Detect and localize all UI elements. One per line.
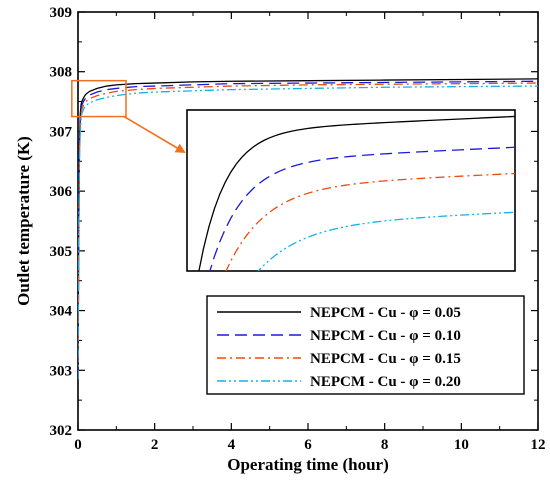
zoom-box xyxy=(71,79,127,118)
x-tick-label: 12 xyxy=(531,437,546,453)
x-tick-label: 6 xyxy=(304,437,312,453)
legend-label-4: NEPCM - Cu - φ = 0.20 xyxy=(310,374,461,390)
legend: NEPCM - Cu - φ = 0.05 NEPCM - Cu - φ = 0.… xyxy=(206,295,525,395)
x-tick-label: 8 xyxy=(381,437,389,453)
y-tick-label: 304 xyxy=(50,304,73,320)
legend-label-1: NEPCM - Cu - φ = 0.05 xyxy=(310,305,461,321)
x-axis-title: Operating time (hour) xyxy=(227,455,388,474)
y-tick-label: 302 xyxy=(50,423,73,439)
x-tick-label: 10 xyxy=(454,437,469,453)
y-tick-label: 306 xyxy=(50,184,73,200)
y-tick-label: 307 xyxy=(50,124,73,140)
inset-series-line-4 xyxy=(257,211,515,271)
inset-frame xyxy=(186,109,516,272)
y-tick-label: 305 xyxy=(50,244,73,260)
y-tick-label: 303 xyxy=(50,363,73,379)
inset-plot-layer xyxy=(186,109,516,272)
y-tick-label: 309 xyxy=(50,5,73,21)
legend-label-2: NEPCM - Cu - φ = 0.10 xyxy=(310,328,461,344)
inset-series-line-3 xyxy=(225,172,515,271)
main-plot-layer: 302 303 304 305 306 307 308 309 0 2 4 6 8 10 12 xyxy=(50,5,546,453)
inset-series-line-2 xyxy=(209,146,515,271)
y-axis-title: Outlet temperature (K) xyxy=(14,136,33,306)
y-tick-label: 308 xyxy=(50,65,73,81)
inset-series-group xyxy=(198,115,515,271)
zoom-arrow xyxy=(123,115,186,154)
main-series-group xyxy=(78,78,538,380)
x-tick-label: 4 xyxy=(228,437,236,453)
x-tick-label: 2 xyxy=(151,437,159,453)
series-line-4 xyxy=(78,85,538,380)
inset-series-line-1 xyxy=(198,115,515,271)
series-line-1 xyxy=(78,78,538,380)
x-tick-label: 0 xyxy=(74,437,82,453)
legend-label-3: NEPCM - Cu - φ = 0.15 xyxy=(310,351,461,367)
